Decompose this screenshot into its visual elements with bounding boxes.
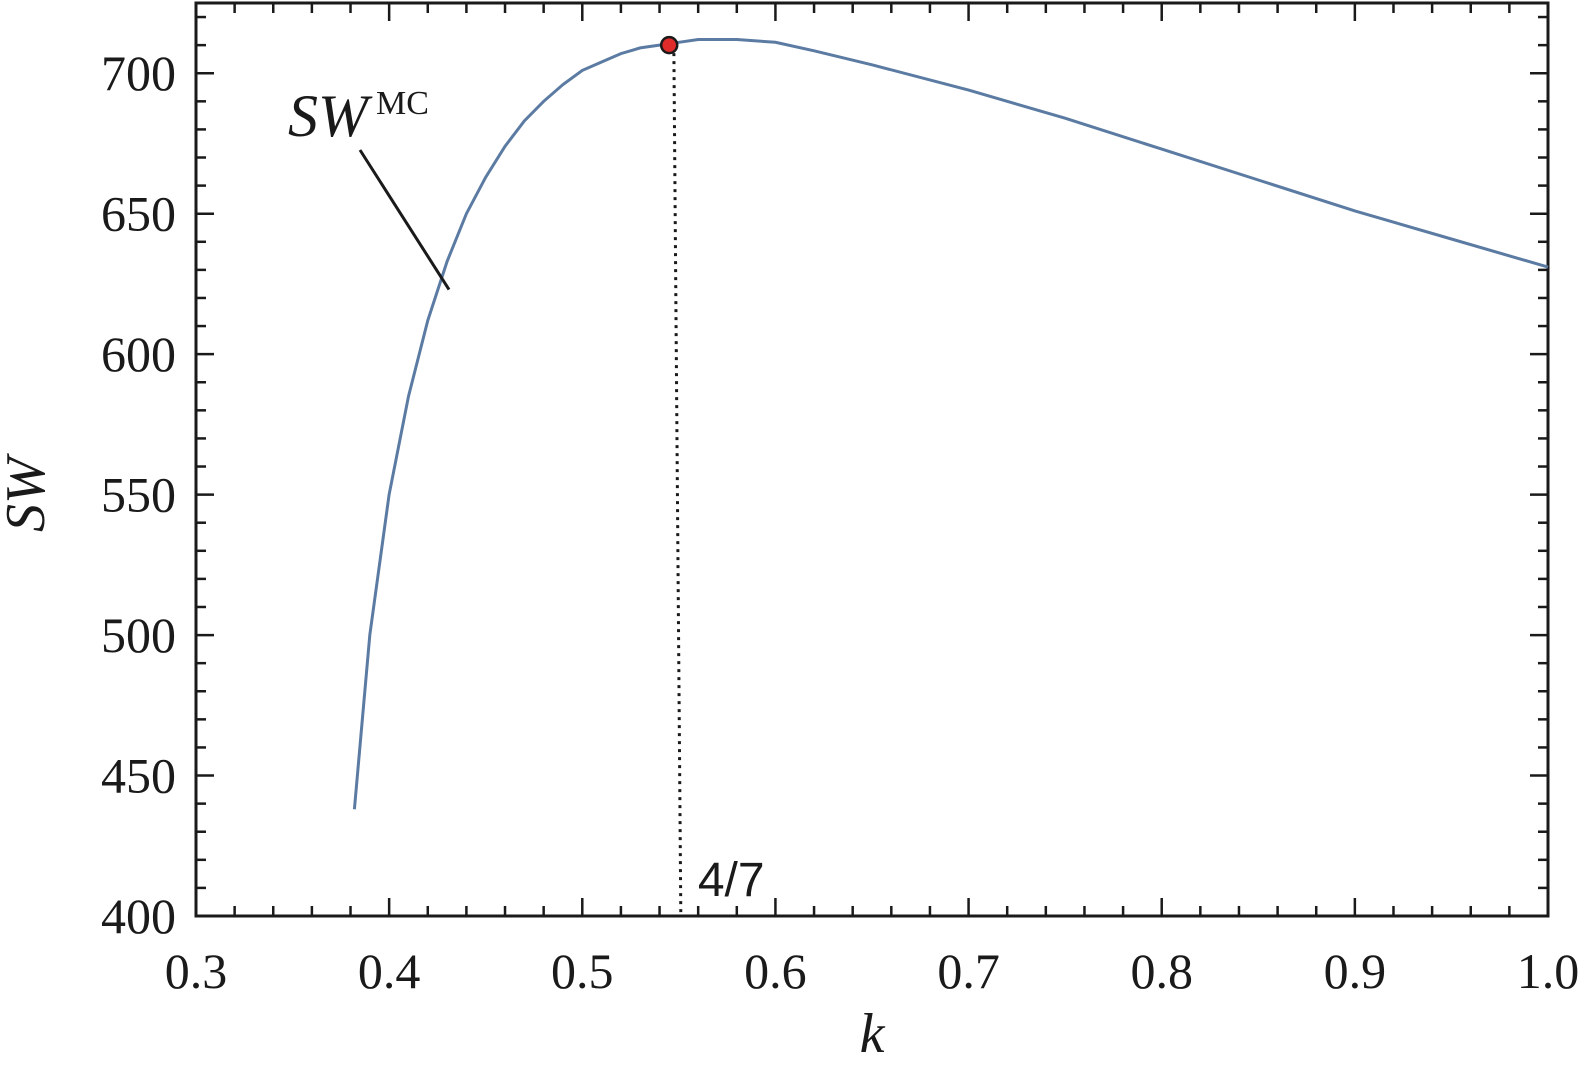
- series-label-sup: MC: [376, 85, 429, 122]
- y-tick-label: 400: [101, 888, 176, 944]
- series-label-main: SW: [288, 83, 373, 149]
- y-tick-label: 600: [101, 326, 176, 382]
- y-tick-label: 650: [101, 186, 176, 242]
- x-tick-label: 0.5: [551, 943, 614, 999]
- x-tick-label: 0.8: [1130, 943, 1193, 999]
- plot-frame: [194, 1, 1550, 918]
- series-label: SW MC: [288, 83, 429, 149]
- series-line-sw-mc: [352, 38, 1549, 810]
- x-tick-label: 0.9: [1324, 943, 1387, 999]
- series-label-leader: [358, 149, 451, 291]
- y-tick-labels: 400 450 500 550 600 650 700: [101, 45, 176, 944]
- reference-vline-label: 4/7: [698, 854, 765, 907]
- x-tick-label: 0.4: [358, 943, 421, 999]
- x-axis-title: k: [860, 1003, 886, 1065]
- y-tick-label: 550: [101, 467, 176, 523]
- x-tick-label: 0.6: [744, 943, 807, 999]
- reference-vline: [672, 45, 683, 917]
- y-tick-label: 700: [101, 45, 176, 101]
- x-tick-label: 0.3: [165, 943, 228, 999]
- tick-marks: [194, 3, 1550, 918]
- x-tick-label: 0.7: [937, 943, 1000, 999]
- x-tick-labels: 0.3 0.4 0.5 0.6 0.7 0.8 0.9 1.0: [165, 943, 1580, 999]
- y-tick-label: 450: [101, 748, 176, 804]
- x-tick-label: 1.0: [1517, 943, 1580, 999]
- y-tick-label: 500: [101, 607, 176, 663]
- highlight-point: [659, 35, 679, 55]
- y-axis-title: SW: [0, 453, 57, 532]
